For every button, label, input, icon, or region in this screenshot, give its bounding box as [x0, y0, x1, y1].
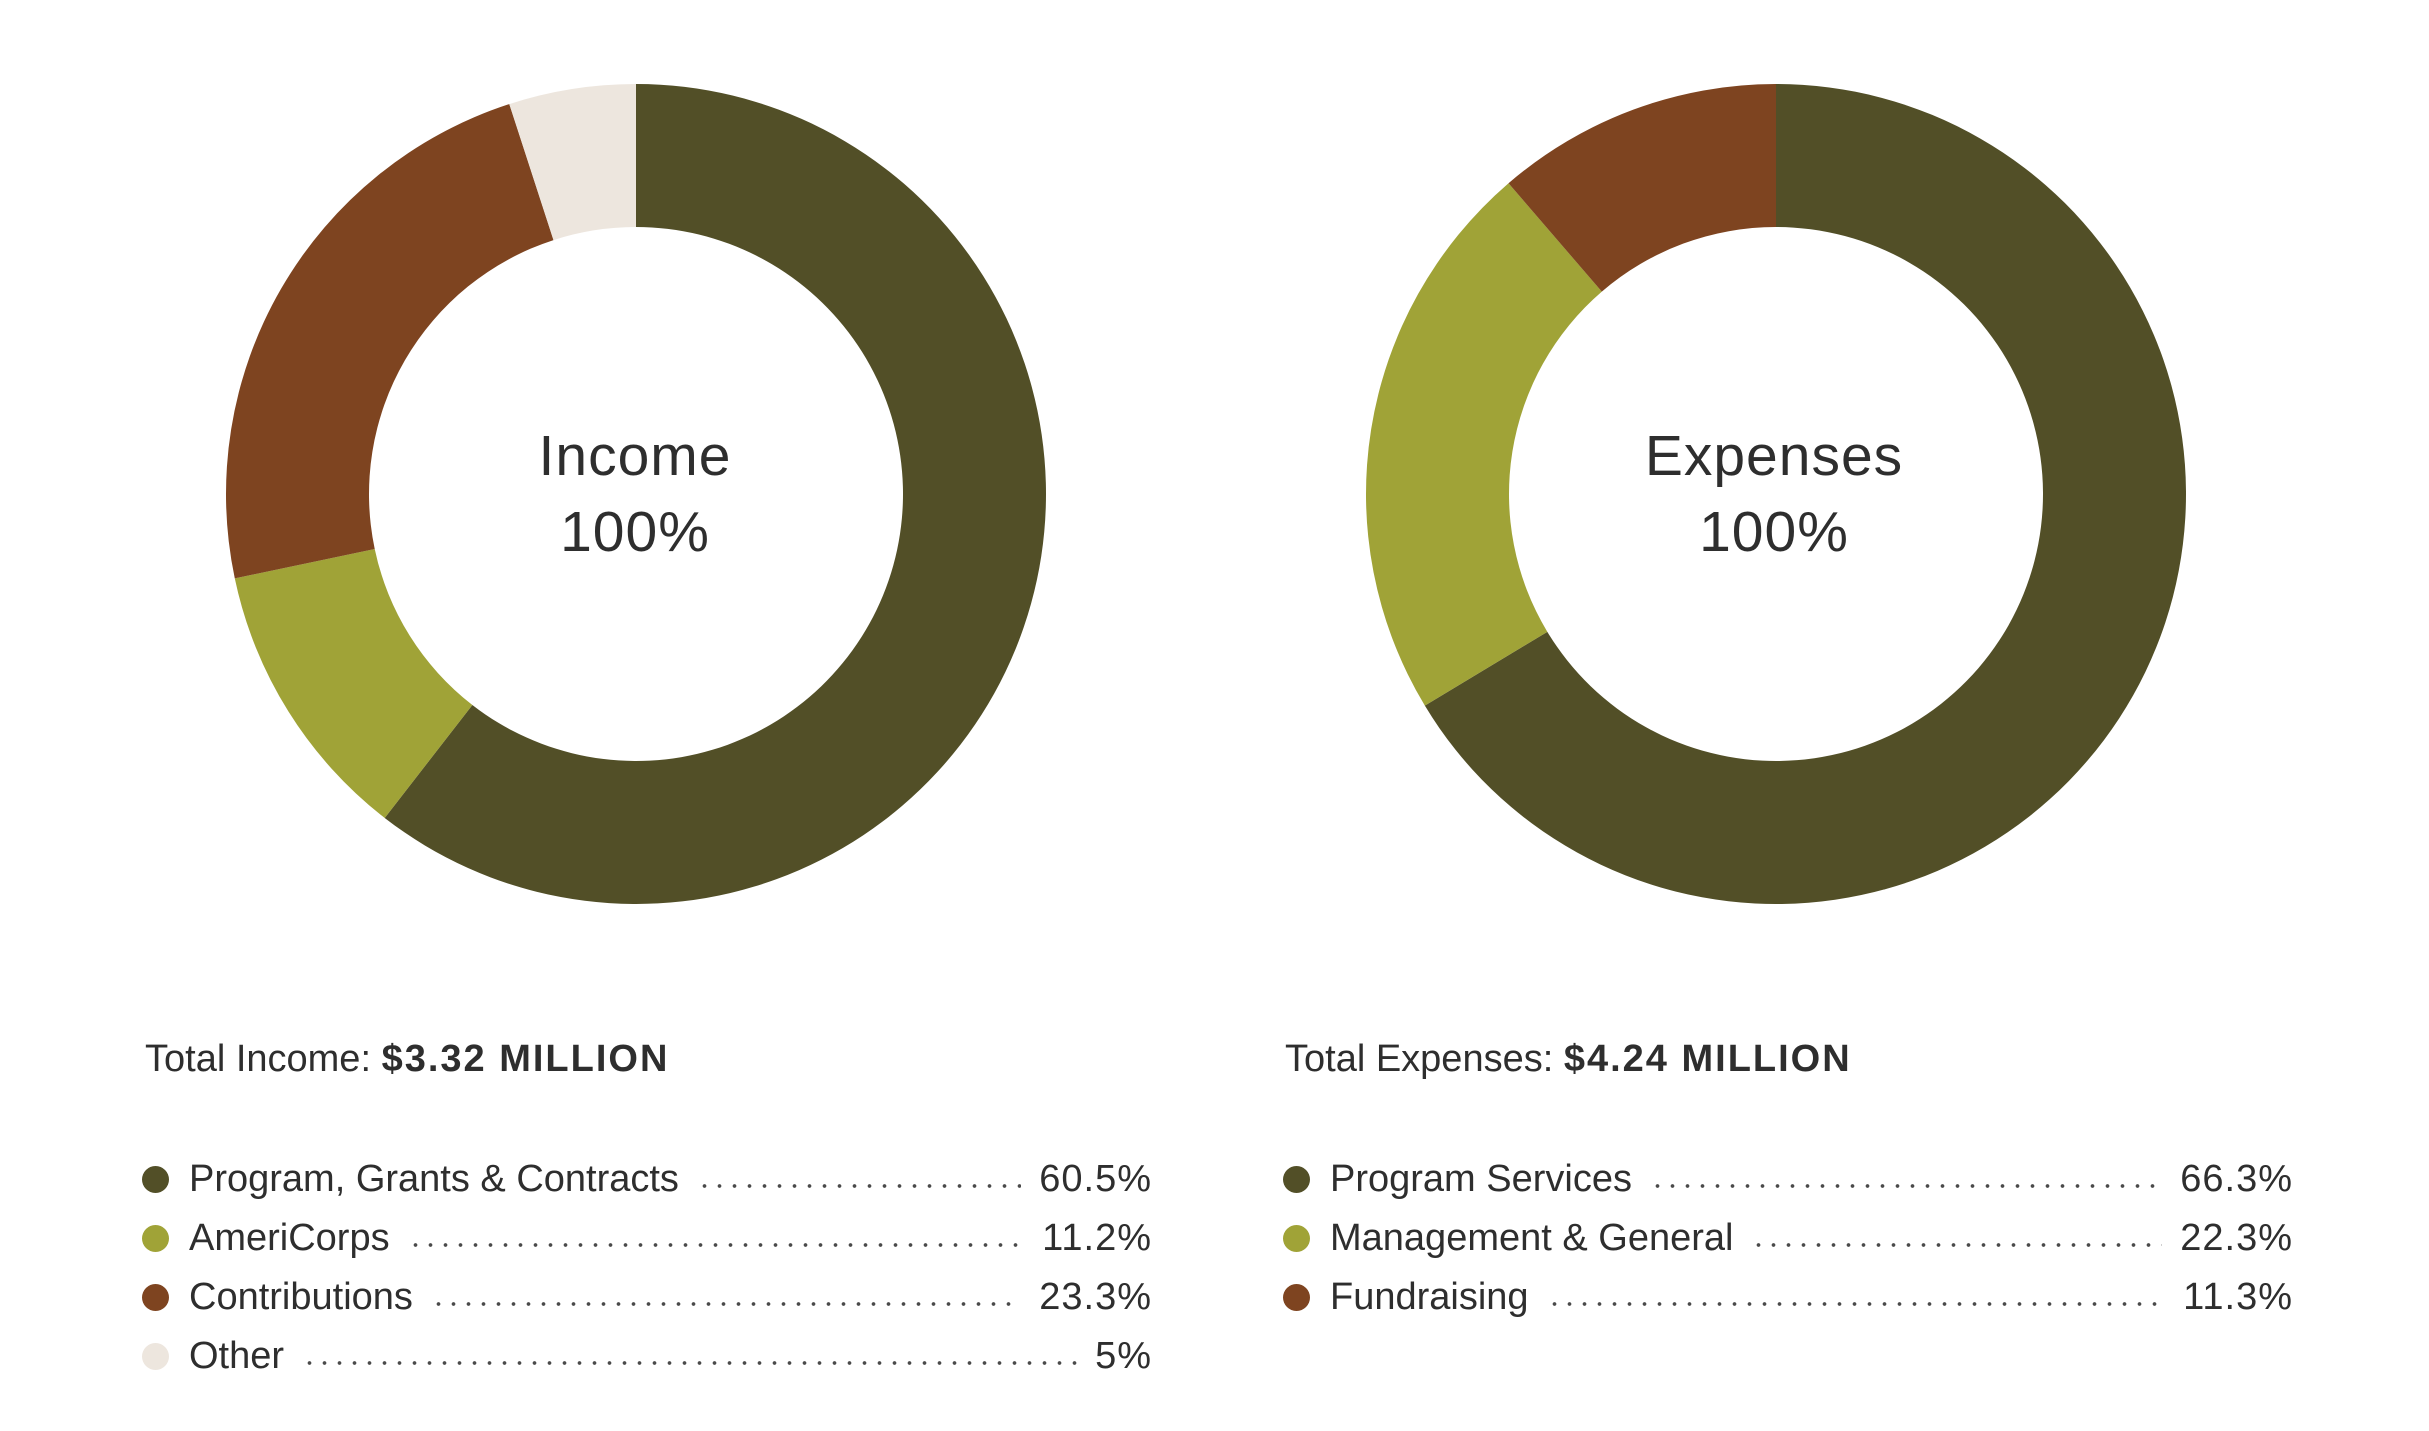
- legend-label: Management & General: [1330, 1217, 1734, 1259]
- legend-label: Program Services: [1330, 1158, 1632, 1200]
- legend-value: 11.2%: [1042, 1217, 1152, 1259]
- leader-dots: [1751, 1242, 2163, 1247]
- leader-dots: [302, 1360, 1078, 1365]
- income-total: Total Income: $3.32 MILLION: [145, 1038, 669, 1081]
- legend-value: 66.3%: [2180, 1158, 2293, 1200]
- leader-dots: [1546, 1301, 2166, 1306]
- legend-value: 22.3%: [2180, 1217, 2293, 1259]
- legend-swatch: [142, 1166, 169, 1193]
- legend-swatch: [1283, 1225, 1310, 1252]
- legend-swatch: [1283, 1166, 1310, 1193]
- leader-dots: [1649, 1183, 2163, 1188]
- legend-item: Fundraising 11.3%: [1283, 1268, 2293, 1327]
- income-legend: Program, Grants & Contracts 60.5% AmeriC…: [142, 1150, 1152, 1386]
- expenses-total: Total Expenses: $4.24 MILLION: [1285, 1038, 1852, 1081]
- expenses-total-label: Total Expenses:: [1285, 1038, 1554, 1080]
- expenses-legend: Program Services 66.3% Management & Gene…: [1283, 1150, 2293, 1327]
- legend-label: Contributions: [189, 1276, 413, 1318]
- leader-dots: [407, 1242, 1025, 1247]
- legend-item: Program Services 66.3%: [1283, 1150, 2293, 1209]
- legend-item: Program, Grants & Contracts 60.5%: [142, 1150, 1152, 1209]
- legend-label: Program, Grants & Contracts: [189, 1158, 679, 1200]
- donut-slice-contributions: [226, 104, 554, 579]
- legend-value: 5%: [1095, 1335, 1152, 1377]
- income-total-label: Total Income:: [145, 1038, 371, 1080]
- legend-value: 23.3%: [1039, 1276, 1152, 1318]
- leader-dots: [696, 1183, 1022, 1188]
- expenses-total-value: $4.24 MILLION: [1563, 1038, 1852, 1080]
- legend-item: Other 5%: [142, 1327, 1152, 1386]
- expenses-center-title: Expenses: [1644, 424, 1904, 488]
- donut-slice-fundraising: [1508, 84, 1776, 292]
- leader-dots: [430, 1301, 1022, 1306]
- legend-item: Management & General 22.3%: [1283, 1209, 2293, 1268]
- legend-swatch: [142, 1343, 169, 1370]
- income-center-title: Income: [538, 424, 732, 488]
- income-center-label: Income 100%: [335, 418, 935, 570]
- expenses-center-value: 100%: [1699, 500, 1849, 564]
- donut-slice-program-grants-contracts: [384, 84, 1046, 904]
- legend-value: 60.5%: [1039, 1158, 1152, 1200]
- legend-label: AmeriCorps: [189, 1217, 390, 1259]
- income-total-value: $3.32 MILLION: [381, 1038, 670, 1080]
- legend-item: AmeriCorps 11.2%: [142, 1209, 1152, 1268]
- donut-slice-program-services: [1424, 84, 2186, 904]
- legend-swatch: [142, 1225, 169, 1252]
- donut-slice-management-general: [1366, 183, 1602, 706]
- legend-label: Other: [189, 1335, 285, 1377]
- legend-item: Contributions 23.3%: [142, 1268, 1152, 1327]
- income-center-value: 100%: [560, 500, 710, 564]
- legend-value: 11.3%: [2183, 1276, 2293, 1318]
- legend-swatch: [1283, 1284, 1310, 1311]
- expenses-center-label: Expenses 100%: [1474, 418, 2074, 570]
- donut-slice-other: [509, 84, 636, 241]
- expenses-donut-chart: [1366, 84, 2186, 904]
- income-donut-chart: [226, 84, 1046, 904]
- donut-slice-americorps: [234, 548, 473, 818]
- legend-swatch: [142, 1284, 169, 1311]
- legend-label: Fundraising: [1330, 1276, 1529, 1318]
